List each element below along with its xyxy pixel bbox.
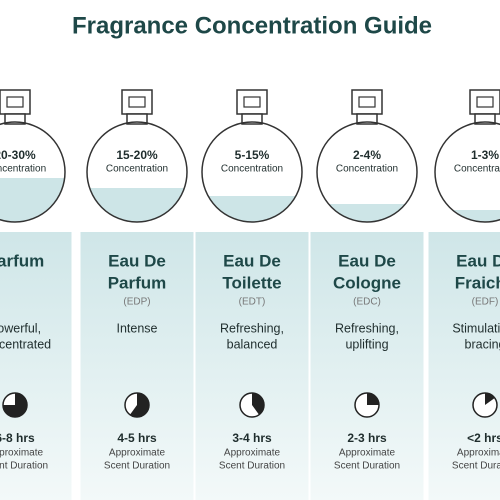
description: bracing <box>465 337 500 351</box>
duration-label: Scent Duration <box>334 461 400 472</box>
bottle-body <box>201 121 303 223</box>
bottle-cap-inner <box>243 96 261 108</box>
duration-label: Approximate <box>339 448 396 459</box>
duration-label: Approximate <box>109 448 166 459</box>
bottle-cap-inner <box>358 96 376 108</box>
concentration-label: Concentration <box>454 164 500 175</box>
description: uplifting <box>345 337 388 351</box>
abbreviation: (EDT) <box>239 297 266 308</box>
fragrance-name: Cologne <box>333 273 401 292</box>
column-panel <box>0 232 72 500</box>
abbreviation: (EDC) <box>353 297 381 308</box>
duration: 2-3 hrs <box>347 431 387 445</box>
description: concentrated <box>0 337 51 351</box>
fragrance-name: Fraiche <box>455 273 500 292</box>
bottle-neck <box>241 113 263 125</box>
bottle-body <box>434 121 500 223</box>
duration-label: Approximate <box>0 448 44 459</box>
duration-label: Scent Duration <box>452 461 500 472</box>
fragrance-name: Parfum <box>108 273 167 292</box>
bottle-cap-inner <box>6 96 24 108</box>
clock-fill <box>3 393 27 417</box>
abbreviation: (EDP) <box>123 297 150 308</box>
column-panel <box>428 232 500 500</box>
concentration-label: Concentration <box>0 164 46 175</box>
duration-label: Scent Duration <box>219 461 285 472</box>
bottle-neck <box>474 113 496 125</box>
description: Stimulating, <box>452 321 500 335</box>
bottle-liquid <box>0 178 65 222</box>
duration: 3-4 hrs <box>232 431 272 445</box>
column-panel <box>310 232 424 500</box>
description: balanced <box>227 337 278 351</box>
bottle-neck <box>4 113 26 125</box>
concentration: 2-4% <box>353 148 381 162</box>
fragrance-name: Parfum <box>0 251 44 270</box>
description: Refreshing, <box>220 321 284 335</box>
concentration: 1-3% <box>471 148 499 162</box>
bottle-body <box>316 121 418 223</box>
clock-fill <box>129 393 149 418</box>
duration-label: Approximate <box>224 448 281 459</box>
fragrance-name: Toilette <box>222 273 281 292</box>
bottle-neck <box>126 113 148 125</box>
clock-fill <box>367 393 379 405</box>
duration: 6-8 hrs <box>0 431 35 445</box>
description: Powerful, <box>0 321 41 335</box>
concentration-label: Concentration <box>221 164 283 175</box>
column-panel <box>80 232 194 500</box>
fragrance-name: Eau De <box>108 251 166 270</box>
abbreviation: (EDF) <box>472 297 499 308</box>
duration-label: Scent Duration <box>0 461 48 472</box>
duration-label: Approximate <box>457 448 500 459</box>
fragrance-name: Eau De <box>338 251 396 270</box>
duration: 4-5 hrs <box>117 431 157 445</box>
duration: <2 hrs <box>467 431 500 445</box>
fragrance-name: Eau De <box>456 251 500 270</box>
column-panel <box>195 232 309 500</box>
bottle-body <box>86 121 188 223</box>
fragrance-name: Eau De <box>223 251 281 270</box>
concentration-label: Concentration <box>336 164 398 175</box>
bottle-body <box>0 121 66 223</box>
clock-fill <box>485 393 495 405</box>
bottle-neck <box>356 113 378 125</box>
duration-label: Scent Duration <box>104 461 170 472</box>
bottle-cap-inner <box>128 96 146 108</box>
concentration-label: Concentration <box>106 164 168 175</box>
concentration: 5-15% <box>235 148 270 162</box>
concentration: 20-30% <box>0 148 36 162</box>
title: Fragrance Concentration Guide <box>72 12 432 39</box>
concentration: 15-20% <box>116 148 158 162</box>
clock-fill <box>252 393 265 415</box>
bottle-cap-inner <box>476 96 494 108</box>
description: Intense <box>116 321 157 335</box>
description: Refreshing, <box>335 321 399 335</box>
